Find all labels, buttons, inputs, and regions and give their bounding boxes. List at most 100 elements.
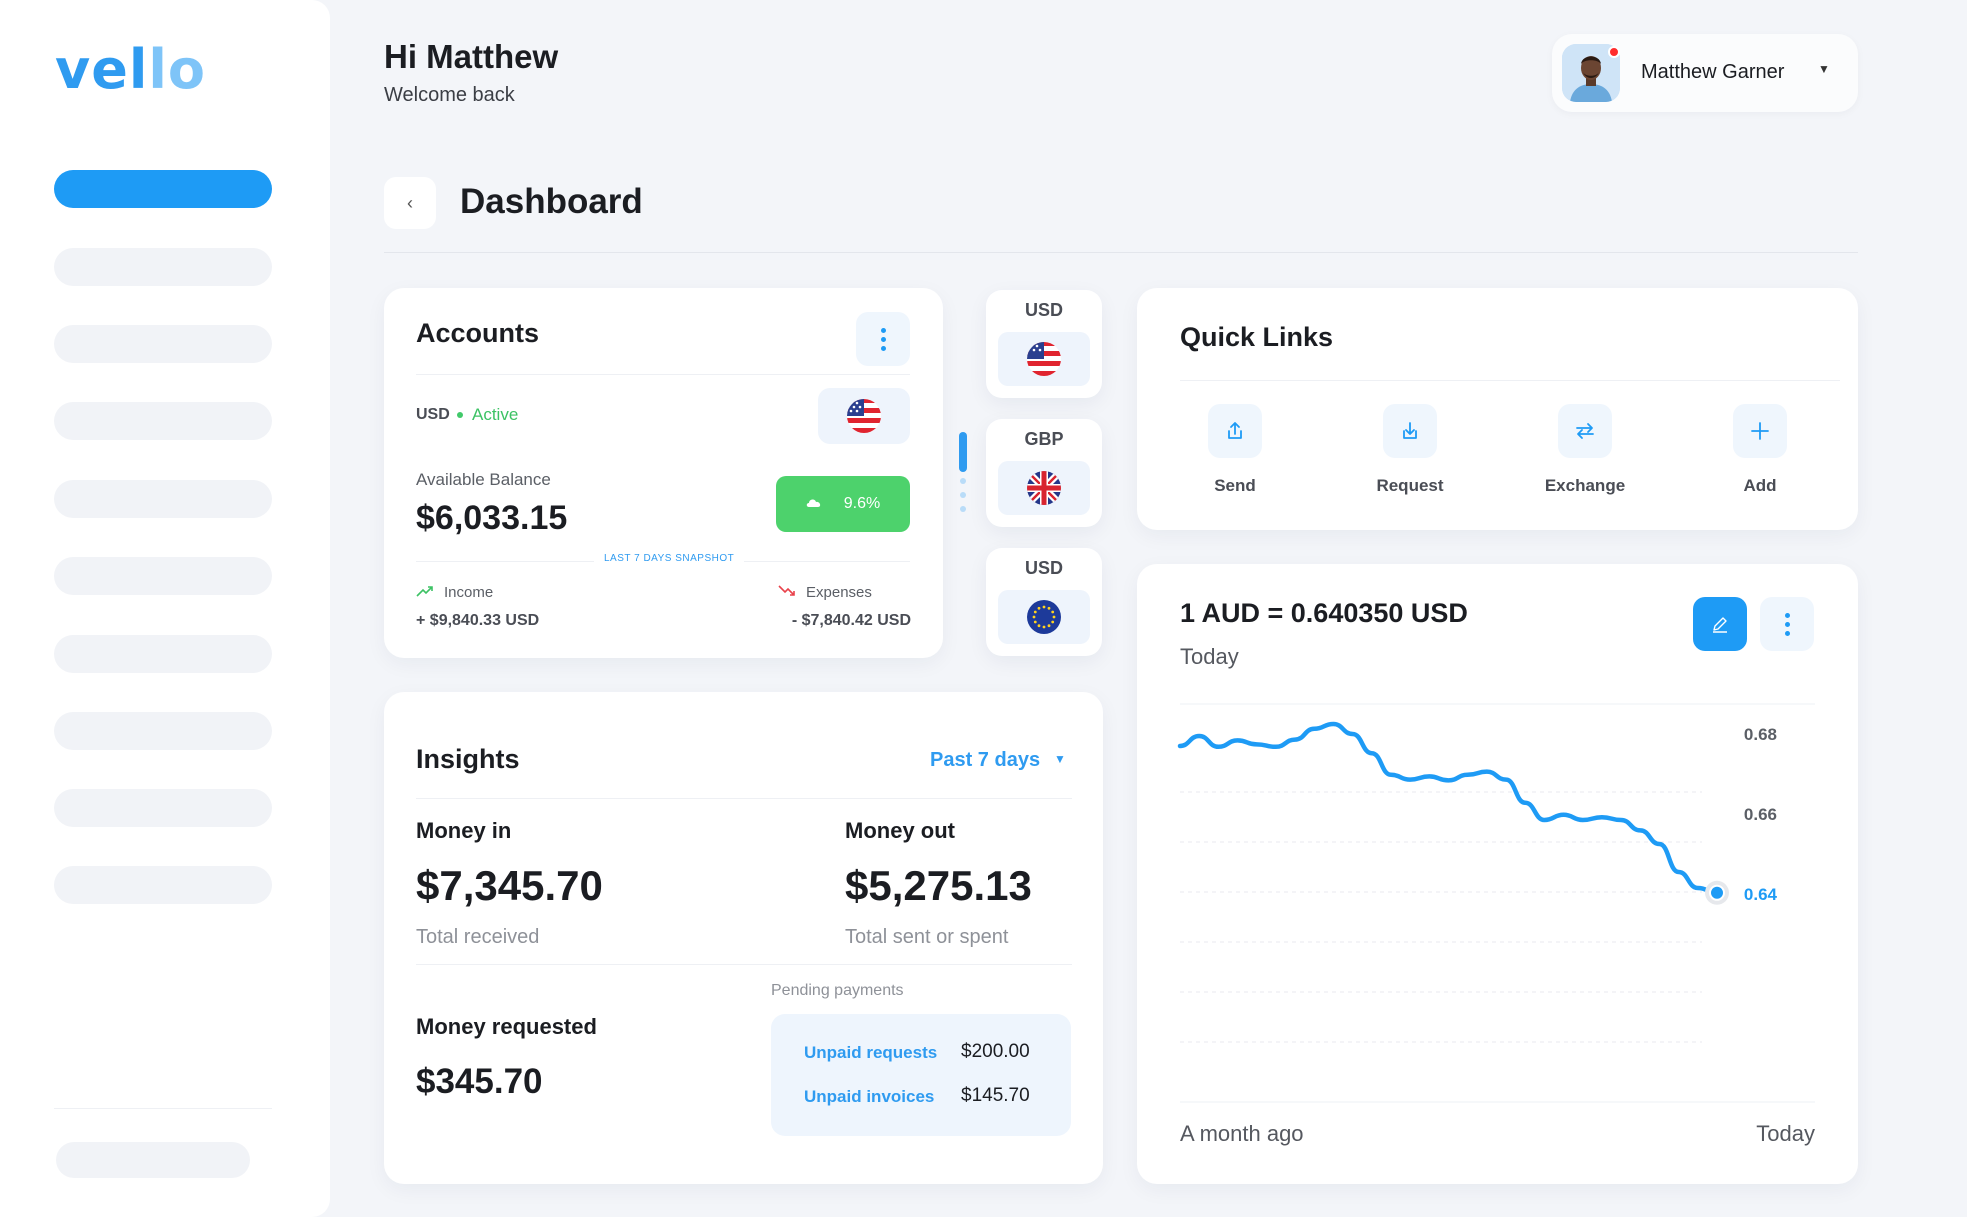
quick-link-exchange[interactable]: Exchange [1515, 404, 1655, 496]
edit-button[interactable] [1693, 597, 1747, 651]
growth-badge: 9.6% [776, 476, 910, 532]
us-flag-icon [998, 332, 1090, 386]
currency-tile-gbp[interactable]: GBP [986, 419, 1102, 527]
money-out-label: Money out [845, 818, 955, 843]
divider [416, 374, 910, 375]
income-value: + $9,840.33 USD [416, 612, 540, 629]
money-requested-value: $345.70 [416, 1062, 543, 1101]
account-status: Active [472, 405, 519, 424]
divider [416, 798, 1072, 799]
income-label: Income [444, 584, 494, 601]
rate-menu-button[interactable] [1760, 597, 1814, 651]
trending-down-icon [778, 584, 796, 602]
sidebar-item-placeholder[interactable] [54, 480, 272, 518]
currency-code: USD [1024, 300, 1063, 320]
more-vertical-icon [1784, 612, 1790, 636]
x-axis-start-label: A month ago [1180, 1121, 1304, 1146]
sidebar-item-placeholder[interactable] [54, 789, 272, 827]
plus-icon [1733, 404, 1787, 458]
exchange-rate-title: 1 AUD = 0.640350 USD [1180, 598, 1468, 628]
more-vertical-icon [880, 327, 886, 351]
user-menu[interactable]: Matthew Garner ▼ [1552, 34, 1858, 112]
trending-up-icon [416, 584, 434, 602]
accounts-menu-button[interactable] [856, 312, 910, 366]
currency-tile-usd[interactable]: USD [986, 290, 1102, 398]
money-in-label: Money in [416, 818, 512, 843]
exchange-rate-chart: 0.68 0.66 0.64 [1177, 703, 1815, 1103]
sidebar-item-placeholder[interactable] [54, 402, 272, 440]
scroll-thumb[interactable] [959, 432, 967, 472]
money-requested-label: Money requested [416, 1014, 597, 1039]
pending-payments-label: Pending payments [771, 982, 904, 999]
sidebar-item-placeholder[interactable] [54, 635, 272, 673]
uk-flag-icon [998, 461, 1090, 515]
quick-link-label: Add [1743, 476, 1777, 495]
account-currency: USD [416, 406, 450, 423]
exchange-icon [1558, 404, 1612, 458]
vello-logo[interactable]: vello [55, 38, 206, 101]
insights-title: Insights [416, 744, 520, 774]
sidebar-item-placeholder[interactable] [54, 325, 272, 363]
notification-dot [1608, 46, 1620, 58]
exchange-rate-card: 1 AUD = 0.640350 USD Today 0.68 0.66 0.64 … [1137, 564, 1858, 1184]
page-title: Dashboard [460, 182, 643, 221]
chevron-left-icon: ‹ [407, 192, 413, 213]
divider [1180, 380, 1840, 381]
y-tick-label: 0.64 [1744, 885, 1778, 904]
divider [416, 964, 1072, 965]
chevron-down-icon[interactable]: ▼ [1818, 62, 1830, 76]
download-icon [1383, 404, 1437, 458]
sidebar-item-placeholder[interactable] [54, 712, 272, 750]
period-dropdown[interactable]: Past 7 days [930, 749, 1041, 771]
quick-link-label: Exchange [1544, 476, 1626, 495]
expenses-value: - $7,840.42 USD [791, 612, 911, 629]
snapshot-label: LAST 7 DAYS SNAPSHOT [594, 553, 745, 564]
expenses-label: Expenses [806, 584, 872, 601]
us-flag-icon[interactable] [818, 388, 910, 444]
sidebar-footer-item[interactable] [56, 1142, 250, 1178]
quick-links-title: Quick Links [1180, 322, 1334, 352]
upload-icon [1208, 404, 1262, 458]
quick-link-label: Request [1376, 476, 1444, 495]
last-point [1711, 886, 1723, 899]
sidebar-divider [54, 1108, 272, 1109]
welcome-text: Welcome back [384, 84, 515, 106]
growth-value: 9.6% [843, 495, 881, 512]
currency-code: GBP [1024, 429, 1064, 449]
sidebar: vello [0, 0, 330, 1217]
scroll-dot [960, 506, 966, 512]
sidebar-item-placeholder[interactable] [54, 557, 272, 595]
sidebar-item-placeholder[interactable] [54, 248, 272, 286]
sidebar-item-placeholder[interactable] [54, 866, 272, 904]
currency-tile-eur[interactable]: USD [986, 548, 1102, 656]
chevron-down-icon[interactable]: ▼ [1054, 752, 1066, 766]
quick-link-add[interactable]: Add [1690, 404, 1830, 496]
eu-flag-icon [998, 590, 1090, 644]
quick-link-label: Send [1214, 476, 1256, 495]
unpaid-invoices-link[interactable]: Unpaid invoices [804, 1087, 935, 1106]
accounts-card: Accounts USD Active Available Balance $6… [384, 288, 943, 658]
unpaid-requests-value: $200.00 [961, 1041, 1030, 1062]
scroll-dot [960, 492, 966, 498]
x-axis-end-label: Today [1756, 1121, 1815, 1146]
quick-link-request[interactable]: Request [1340, 404, 1480, 496]
sidebar-item-active[interactable] [54, 170, 272, 208]
status-dot [457, 412, 463, 418]
pencil-icon [1713, 617, 1727, 633]
scroll-dot [960, 478, 966, 484]
unpaid-requests-link[interactable]: Unpaid requests [804, 1043, 938, 1062]
currency-scrollbar[interactable] [959, 432, 967, 512]
back-button[interactable]: ‹ [384, 177, 436, 229]
available-balance-label: Available Balance [416, 470, 551, 489]
unpaid-invoices-value: $145.70 [961, 1085, 1030, 1106]
pending-payments-box: Unpaid requests $200.00 Unpaid invoices … [771, 1014, 1071, 1136]
quick-link-send[interactable]: Send [1165, 404, 1305, 496]
insights-card: Insights Past 7 days ▼ Money in $7,345.7… [384, 692, 1103, 1184]
money-in-value: $7,345.70 [416, 862, 603, 909]
user-name: Matthew Garner [1641, 61, 1785, 83]
greeting: Hi Matthew [384, 38, 559, 75]
header-divider [384, 252, 1858, 253]
available-balance-value: $6,033.15 [416, 499, 568, 537]
money-out-subtitle: Total sent or spent [845, 926, 1009, 948]
cloud-icon [806, 495, 822, 513]
